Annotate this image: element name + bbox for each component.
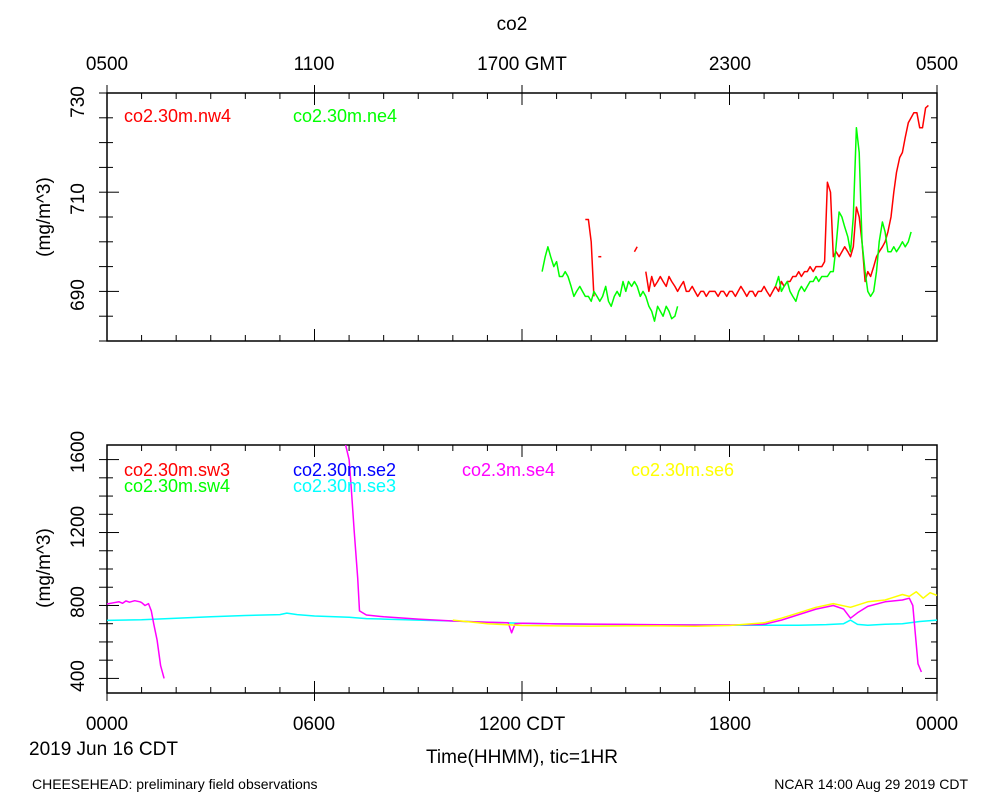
- legend-se6: co2.30m.se6: [631, 460, 734, 480]
- bottom-panel-ticks: [99, 445, 938, 701]
- top-ytick-label: 690: [68, 279, 89, 311]
- bottom-ytick-label: 800: [68, 586, 89, 618]
- bottom-ytick-label: 1600: [68, 431, 89, 473]
- legend-nw4: co2.30m.nw4: [124, 106, 231, 126]
- legend-se4: co2.3m.se4: [462, 460, 555, 480]
- top-tick-label: 1100: [294, 54, 335, 75]
- legend-sw3: co2.30m.sw3: [124, 460, 230, 480]
- bottom-ytick-label: 400: [68, 660, 89, 692]
- series-line-co2.30m.ne4: [541, 246, 679, 322]
- footer-right: NCAR 14:00 Aug 29 2019 CDT: [774, 776, 968, 792]
- top-panel-ticks: [99, 85, 938, 342]
- bottom-tick-label: 1200 CDT: [479, 714, 566, 735]
- top-tick-label: 0500: [86, 54, 128, 75]
- top-tick-label: 2300: [709, 54, 751, 75]
- bottom-ytick-label: 1200: [68, 506, 89, 548]
- top-tick-label: 1700 GMT: [477, 54, 567, 75]
- bottom-tick-label: 0000: [86, 714, 128, 735]
- top-time-axis: 0500 1100 1700 GMT 2300 0500: [86, 54, 958, 75]
- legend-sw4: co2.30m.sw4: [124, 476, 230, 496]
- date-label: 2019 Jun 16 CDT: [29, 739, 178, 760]
- top-ylabel: (mg/m^3): [34, 177, 55, 257]
- legend-se2: co2.30m.se2: [293, 460, 396, 480]
- bottom-ylabel: (mg/m^3): [34, 528, 55, 608]
- series-line-co2.30m.nw4: [585, 218, 595, 297]
- bottom-tick-label: 0600: [293, 714, 335, 735]
- bottom-time-axis: 0000 0600 1200 CDT 1800 0000: [86, 714, 958, 735]
- legend-se3: co2.30m.se3: [293, 476, 396, 496]
- series-line-co2.30m.nw4: [645, 104, 929, 298]
- bottom-tick-label: 0000: [916, 714, 958, 735]
- series-line-co2.30m.nw4: [633, 246, 638, 253]
- top-ytick-label: 710: [68, 183, 89, 215]
- series-line-co2.30m.ne4: [774, 126, 912, 303]
- footer-left: CHEESEHEAD: preliminary field observatio…: [32, 776, 318, 792]
- bottom-panel-series: [106, 444, 938, 679]
- figure-title: co2: [497, 14, 528, 35]
- x-axis-label: Time(HHMM), tic=1HR: [426, 747, 618, 768]
- series-line-co2.3m.se4: [106, 599, 165, 679]
- bottom-tick-label: 1800: [709, 714, 751, 735]
- top-plot-frame: [106, 92, 938, 342]
- series-line-co2.3m.se4: [344, 444, 923, 673]
- bottom-plot-frame: [106, 444, 938, 694]
- series-line-co2.30m.se6: [452, 591, 938, 628]
- top-ytick-label: 730: [68, 86, 89, 118]
- top-panel-series: [541, 104, 929, 322]
- top-tick-label: 0500: [916, 54, 958, 75]
- legend-ne4: co2.30m.ne4: [293, 106, 397, 126]
